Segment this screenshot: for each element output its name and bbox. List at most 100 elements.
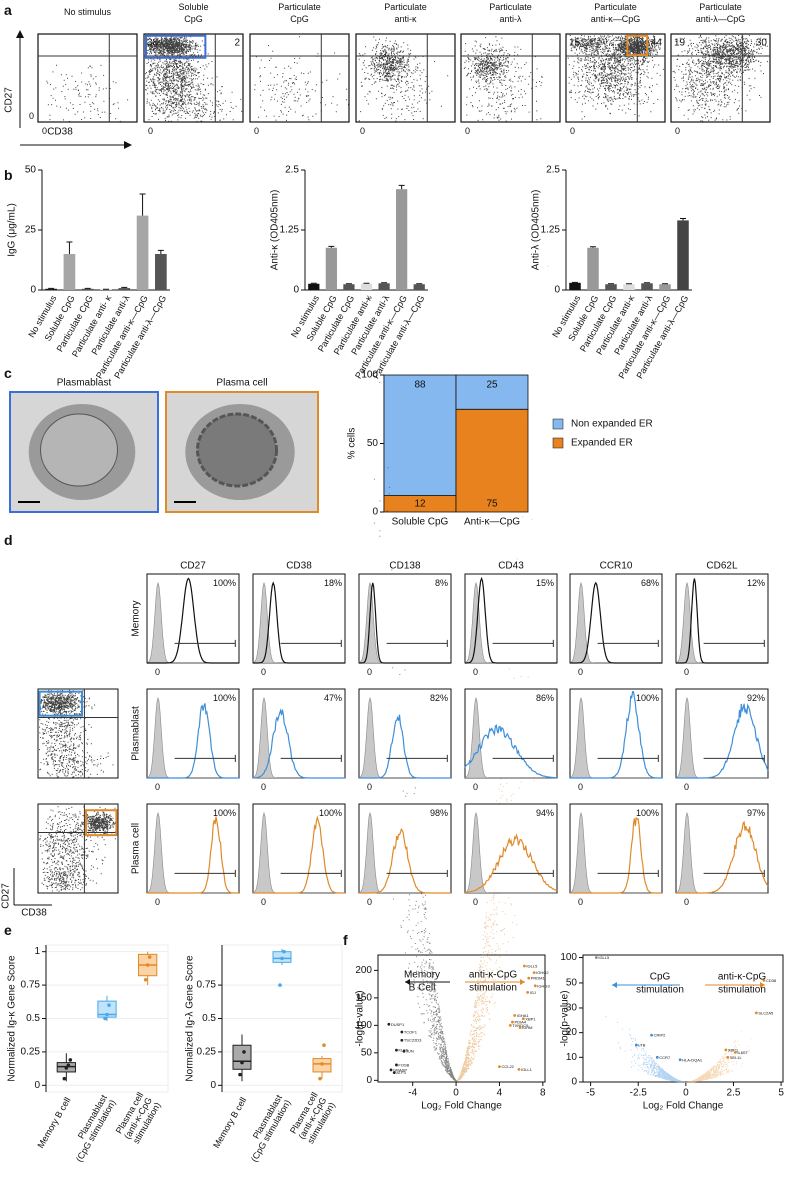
axis-title: IgG (μg/mL) xyxy=(7,203,18,257)
flow-events xyxy=(358,36,449,122)
axis-title: CD27 xyxy=(1,883,12,909)
axis-title: -log(p-value) xyxy=(355,990,366,1046)
image-title: Plasmablast xyxy=(57,378,112,389)
y-tick-label: 0 xyxy=(293,285,299,296)
gene-point xyxy=(634,1043,638,1047)
bar xyxy=(360,283,373,290)
x-tick-label: 5 xyxy=(778,1088,784,1099)
gene-point xyxy=(650,1033,653,1037)
axis-zero: 0 xyxy=(155,782,160,792)
gene-label: IGJ xyxy=(530,990,536,995)
data-point xyxy=(240,1060,244,1065)
annotation: stimulation xyxy=(469,983,517,994)
gene-label: ATF3 xyxy=(396,1070,406,1075)
control-histogram xyxy=(675,811,768,894)
panel-title: CpG xyxy=(184,14,203,24)
panel-title: No stimulus xyxy=(64,7,112,17)
gene-label: IGHG3 xyxy=(537,983,550,988)
y-tick-label: 2.5 xyxy=(546,165,560,176)
column-title: CD38 xyxy=(286,561,312,572)
flow-events xyxy=(39,806,118,892)
x-tick-label: 4 xyxy=(497,1088,503,1099)
data-point xyxy=(147,955,152,959)
percent-label: 15% xyxy=(536,578,554,588)
sample-histogram xyxy=(147,816,239,894)
arrowhead xyxy=(405,979,410,985)
bar xyxy=(413,284,425,290)
percent-label: 98% xyxy=(430,808,448,818)
axis-title: CD27 xyxy=(4,87,15,113)
percent-label: 92% xyxy=(747,693,765,703)
gene-point xyxy=(522,964,526,968)
quadrant-percent: 38 xyxy=(147,38,159,49)
bar xyxy=(587,247,599,290)
gene-label: TXNDC5 xyxy=(512,1023,529,1028)
gene-label: IGHA1 xyxy=(517,1013,530,1018)
panel-title: Particulate xyxy=(594,2,637,12)
axis-zero: 0 xyxy=(155,667,160,677)
y-tick-label: 50 xyxy=(361,1047,373,1058)
gene-point xyxy=(392,1071,396,1075)
quadrant-percent: 30 xyxy=(756,38,768,49)
axis-zero: 0 xyxy=(578,897,583,907)
gene-point xyxy=(655,1055,659,1059)
y-tick-label: 10 xyxy=(566,1052,578,1063)
panel-title: CpG xyxy=(290,14,309,24)
gene-point xyxy=(395,1063,398,1067)
gene-point xyxy=(527,976,531,980)
flow-events xyxy=(254,36,349,121)
bar xyxy=(641,283,653,290)
quadrant-percent: 15 xyxy=(569,38,581,49)
data-point xyxy=(66,1063,71,1068)
y-tick-label: 0.25 xyxy=(21,1046,41,1057)
axis-title: Normalized Ig-λ Gene Score xyxy=(185,955,196,1082)
gene-point xyxy=(400,1030,404,1034)
x-tick-label: -2.5 xyxy=(630,1088,648,1099)
gene-label: TCOF1 xyxy=(404,1029,418,1034)
plot-frame xyxy=(37,688,119,779)
percent-label: 100% xyxy=(319,808,342,818)
percent-label: 94% xyxy=(536,808,554,818)
y-tick-label: 0.75 xyxy=(197,980,217,991)
axis-zero: 0 xyxy=(473,897,478,907)
axis-title: CD38 xyxy=(21,908,47,919)
arrowhead xyxy=(16,30,24,38)
axis-zero: 0 xyxy=(42,126,47,136)
y-tick-label: 0 xyxy=(571,1077,577,1088)
axis-zero: 0 xyxy=(261,897,266,907)
y-tick-label: 50 xyxy=(566,977,578,988)
panel-title: Particulate xyxy=(384,2,427,12)
gene-label: IGLL1 xyxy=(521,1067,533,1072)
axis-zero: 0 xyxy=(261,782,266,792)
gene-point xyxy=(733,1050,737,1054)
y-tick-label: 0.5 xyxy=(202,1013,216,1024)
annotation: anti-κ-CpG xyxy=(718,972,767,983)
axis-zero: 0 xyxy=(684,667,689,677)
y-tick-label: 0 xyxy=(554,285,560,296)
axis-zero: 0 xyxy=(148,126,153,136)
data-point xyxy=(103,1016,107,1021)
data-point xyxy=(280,956,284,961)
y-tick-label: 1 xyxy=(34,946,40,957)
gene-point xyxy=(526,990,530,994)
sample-histogram xyxy=(253,815,345,894)
gene-point xyxy=(387,1022,391,1026)
bar xyxy=(677,220,689,290)
gene-label: IGLL5 xyxy=(526,963,538,968)
gene-point xyxy=(521,1017,525,1021)
row-title: Memory xyxy=(131,600,142,636)
gene-label: CRIP2 xyxy=(654,1033,667,1038)
error-bar xyxy=(590,246,596,248)
gate xyxy=(38,690,83,717)
axis-zero: 0 xyxy=(684,782,689,792)
panel-label: d xyxy=(4,532,13,548)
data-point xyxy=(145,963,150,967)
data-point xyxy=(64,1066,69,1070)
sample-histogram xyxy=(676,703,769,779)
percent-label: 100% xyxy=(636,808,659,818)
legend-label: Non expanded ER xyxy=(571,419,653,430)
data-point xyxy=(322,1043,326,1048)
bar xyxy=(136,215,149,290)
panel-title: anti-κ xyxy=(394,14,417,24)
